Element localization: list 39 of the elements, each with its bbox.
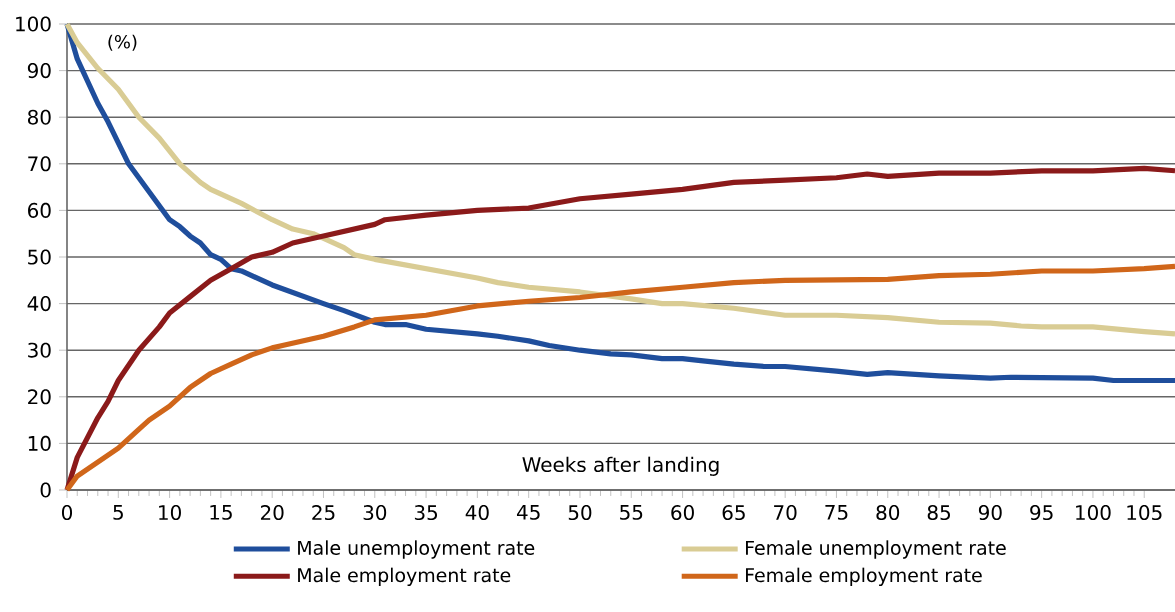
legend-label: Male employment rate — [298, 567, 511, 586]
y-tick-label: 30 — [28, 342, 51, 358]
x-tick-label: 15 — [210, 505, 232, 520]
legend-label: Female employment rate — [746, 567, 982, 586]
x-tick-label: 85 — [927, 504, 950, 521]
x-axis-title: Weeks after landing — [522, 456, 719, 476]
y-tick-label: 50 — [28, 249, 51, 265]
y-tick-label: 10 — [28, 435, 51, 451]
x-tick-label: 55 — [620, 505, 643, 520]
x-tick-label: 10 — [159, 504, 181, 521]
x-tick-label: 45 — [516, 505, 540, 520]
x-tick-label: 20 — [260, 504, 284, 521]
x-tick-label: 60 — [671, 504, 694, 521]
legend-label: Male unemployment rate — [298, 540, 535, 559]
x-tick-label: 80 — [876, 504, 900, 521]
x-tick-label: 90 — [978, 504, 1002, 521]
legend-label: Female unemployment rate — [746, 540, 1006, 559]
x-tick-label: 70 — [774, 504, 797, 521]
y-tick-label: 40 — [27, 296, 51, 312]
y-tick-label: 60 — [28, 202, 51, 218]
y-tick-label: 100 — [16, 16, 51, 32]
x-tick-label: 65 — [722, 504, 745, 521]
x-tick-label: 35 — [414, 504, 438, 521]
x-tick-label: 95 — [1030, 504, 1053, 521]
y-axis-title: (%) — [108, 34, 137, 51]
x-tick-label: 0 — [61, 504, 73, 521]
y-tick-label: 70 — [28, 156, 51, 172]
y-tick-label: 90 — [27, 63, 51, 79]
x-tick-label: 40 — [465, 504, 489, 521]
x-tick-label: 30 — [363, 504, 387, 521]
x-tick-label: 50 — [568, 504, 592, 521]
x-tick-label: 5 — [113, 505, 123, 520]
y-tick-label: 80 — [27, 109, 51, 125]
y-tick-label: 0 — [40, 482, 51, 498]
x-tick-label: 100 — [1076, 504, 1111, 521]
x-tick-label: 105 — [1127, 504, 1162, 521]
x-tick-label: 25 — [312, 504, 335, 521]
x-tick-label: 75 — [825, 505, 848, 520]
y-tick-label: 20 — [28, 389, 51, 405]
